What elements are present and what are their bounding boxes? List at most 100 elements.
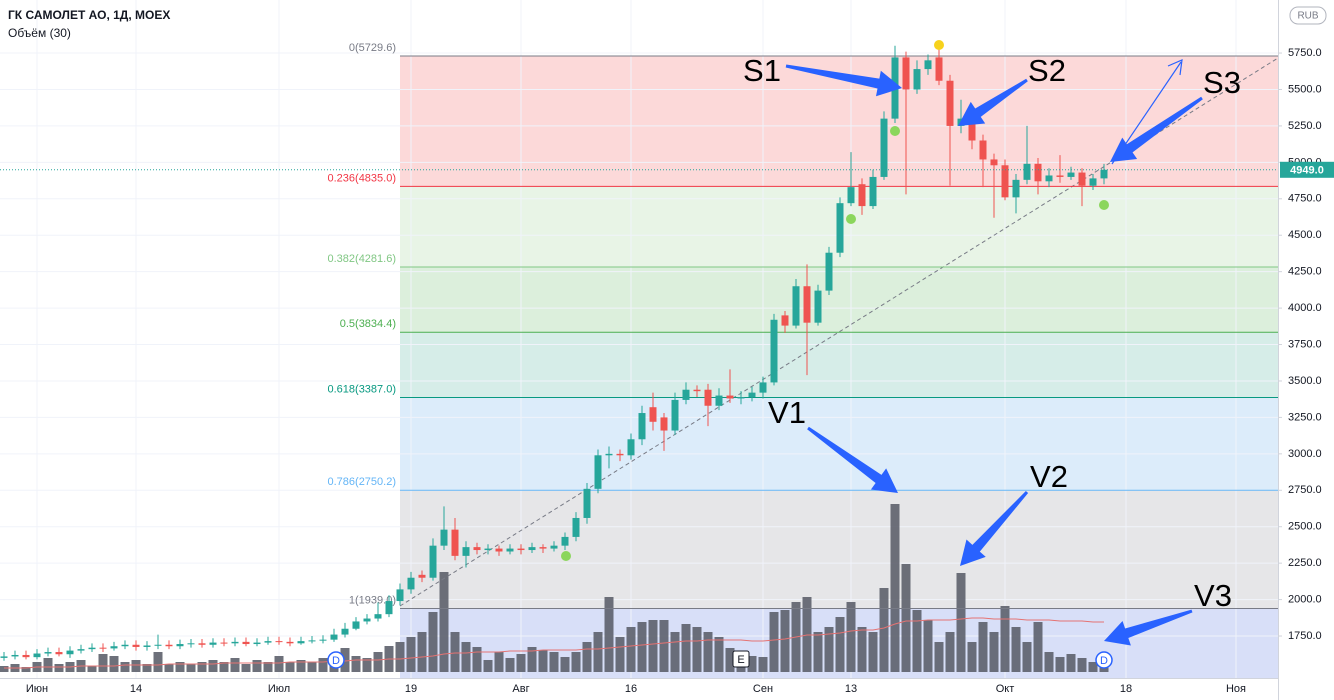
candle-body	[308, 640, 316, 642]
candle-body	[429, 545, 437, 578]
x-tick-label: 13	[845, 683, 857, 695]
candle-body	[946, 80, 954, 126]
candle-body	[825, 252, 833, 291]
currency-badge[interactable]	[1289, 6, 1327, 25]
candle-body	[792, 286, 800, 326]
candle-body	[1023, 163, 1031, 180]
candle-body	[726, 395, 734, 399]
fib-zone	[400, 490, 1278, 609]
volume-bar	[197, 662, 207, 672]
candle-body	[1056, 175, 1064, 177]
candle-body	[66, 650, 74, 655]
candle-body	[1034, 163, 1042, 182]
volume-bar	[274, 656, 284, 672]
volume-bar	[659, 620, 669, 672]
volume-bar	[846, 602, 856, 672]
candle-body	[297, 641, 305, 644]
y-tick-label: 5750.0	[1288, 47, 1322, 59]
volume-bar	[604, 597, 614, 672]
y-axis-bg	[1279, 0, 1334, 678]
volume-bar	[1011, 627, 1021, 672]
candle-body	[286, 641, 294, 644]
y-tick-label: 5250.0	[1288, 120, 1322, 132]
volume-bar	[747, 656, 757, 672]
candle-body	[55, 652, 63, 655]
volume-bar	[1088, 662, 1098, 672]
fib-label: 1(1939.0)	[349, 594, 396, 606]
signal-dot	[934, 40, 944, 50]
volume-bar	[21, 667, 31, 672]
signal-dot	[890, 126, 900, 136]
volume-bar	[615, 637, 625, 672]
candle-body	[682, 389, 690, 400]
volume-bar	[714, 637, 724, 672]
candle-body	[143, 645, 151, 647]
volume-bar	[175, 662, 185, 672]
volume-bar	[527, 647, 537, 672]
candle-body	[594, 455, 602, 489]
volume-bar	[923, 620, 933, 672]
volume-bar	[758, 657, 768, 672]
x-tick-label: Окт	[996, 683, 1015, 695]
volume-bar	[725, 648, 735, 672]
volume-bar	[1022, 642, 1032, 672]
volume-bar	[417, 632, 427, 672]
candle-body	[1001, 165, 1009, 198]
candle-body	[231, 641, 239, 644]
volume-bar	[362, 658, 372, 672]
event-circle	[327, 651, 345, 669]
volume-bar	[153, 652, 163, 672]
volume-bar	[428, 612, 438, 672]
y-tick-label: 3250.0	[1288, 411, 1322, 423]
volume-bar	[351, 656, 361, 672]
y-tick-label: 2000.0	[1288, 593, 1322, 605]
candle-body	[693, 389, 701, 392]
volume-bar	[505, 658, 515, 672]
candle-body	[781, 315, 789, 326]
candle-body	[121, 644, 129, 647]
volume-bar	[769, 612, 779, 672]
candle-body	[264, 641, 272, 643]
fib-label: 0.786(2750.2)	[328, 476, 397, 488]
fib-zone	[400, 397, 1278, 491]
y-tick-label: 1750.0	[1288, 630, 1322, 642]
candle-body	[132, 644, 140, 647]
volume-layer	[0, 504, 1109, 672]
candle-body	[99, 647, 107, 649]
candle-body	[979, 140, 987, 160]
candle-body	[803, 286, 811, 323]
event-circle	[1095, 651, 1113, 669]
candle-body	[1089, 178, 1097, 186]
volume-bar	[461, 642, 471, 672]
volume-bar	[989, 632, 999, 672]
volume-bar	[857, 627, 867, 672]
candle-body	[869, 176, 877, 207]
volume-bar	[0, 666, 9, 672]
candle-body	[220, 642, 228, 644]
x-tick-label: 19	[405, 683, 417, 695]
volume-bar	[1055, 657, 1065, 672]
volume-bar	[439, 572, 449, 672]
annotation-label: V3	[1194, 578, 1232, 613]
candle-body	[649, 407, 657, 422]
y-tick-label: 3000.0	[1288, 448, 1322, 460]
volume-bar	[681, 624, 691, 672]
candle-body	[528, 547, 536, 551]
currency-label: RUB	[1297, 11, 1318, 22]
candle-body	[847, 187, 855, 204]
candle-body	[187, 643, 195, 645]
volume-bar	[219, 662, 229, 672]
axes: 1750.0 2000.0 2250.0 2500.0 2750.0 3000.0 3250…	[26, 47, 1334, 695]
candle-body	[1012, 179, 1020, 198]
candle-body	[506, 548, 514, 552]
volume-bar	[813, 632, 823, 672]
volume-bar	[142, 664, 152, 672]
volume-bar	[373, 652, 383, 672]
candle-body	[176, 644, 184, 647]
volume-bar	[131, 660, 141, 672]
candle-body	[660, 417, 668, 431]
volume-bar	[340, 648, 350, 672]
event-label: D	[1100, 655, 1108, 667]
